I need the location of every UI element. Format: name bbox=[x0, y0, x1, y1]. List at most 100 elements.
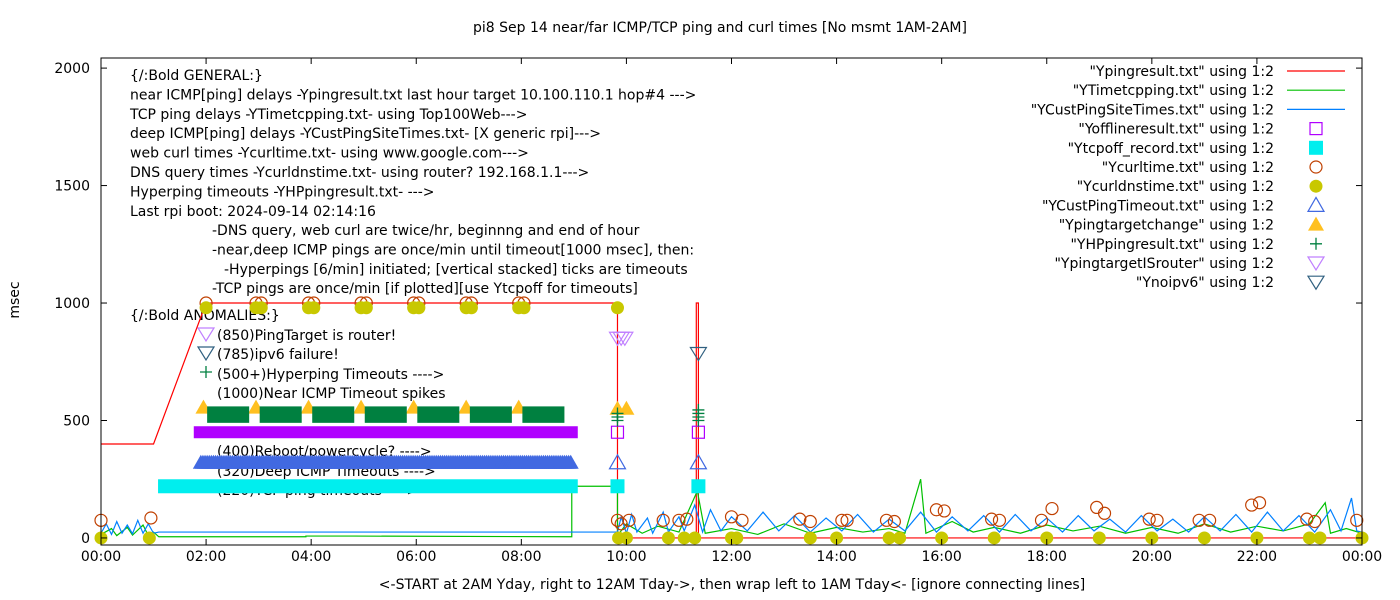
x-tick-label: 18:00 bbox=[1027, 549, 1067, 565]
legend: "Ypingresult.txt" using 1:2 "YTimetcpping… bbox=[1031, 64, 1345, 291]
data-point bbox=[937, 504, 951, 518]
x-tick-label: 22:00 bbox=[1237, 549, 1277, 565]
legend-marker-sample bbox=[1306, 196, 1326, 212]
data-point bbox=[614, 517, 628, 531]
data-point bbox=[412, 301, 426, 315]
x-tick-label: 12:00 bbox=[711, 549, 751, 565]
data-point bbox=[793, 512, 807, 526]
legend-marker-sample bbox=[1309, 179, 1323, 193]
data-point bbox=[672, 513, 686, 527]
data-point bbox=[689, 453, 708, 470]
series-9 bbox=[207, 403, 705, 427]
series-line bbox=[100, 497, 1363, 536]
annotation-general-line: deep ICMP[ping] delays -YCustPingSiteTim… bbox=[130, 126, 601, 142]
data-point bbox=[610, 301, 624, 315]
data-point bbox=[803, 531, 817, 545]
anomaly-key-ipv6-icon bbox=[196, 346, 216, 362]
data-point bbox=[987, 531, 1001, 545]
data-point bbox=[615, 331, 634, 347]
legend-marker-sample bbox=[1308, 216, 1324, 231]
annotation-note-line: -DNS query, web curl are twice/hr, begin… bbox=[212, 223, 640, 239]
data-point bbox=[562, 454, 579, 469]
x-tick-label: 14:00 bbox=[816, 549, 856, 565]
series-10 bbox=[608, 331, 634, 347]
data-point bbox=[735, 513, 749, 527]
legend-label: "YCustPingTimeout.txt" using 1:2 bbox=[1042, 198, 1274, 214]
data-point bbox=[1097, 506, 1112, 520]
data-point bbox=[935, 531, 949, 545]
annotation-general-line: Hyperping timeouts -YHPpingresult.txt- -… bbox=[130, 184, 435, 200]
plot-marks bbox=[94, 296, 1369, 545]
dense-marker-band bbox=[158, 479, 578, 494]
annotation-general-line: TCP ping delays -YTimetcpping.txt- using… bbox=[129, 107, 527, 123]
anomaly-key-router-icon bbox=[196, 327, 216, 343]
x-tick-label: 00:00 bbox=[1342, 549, 1382, 565]
data-point bbox=[1250, 531, 1264, 545]
data-point bbox=[359, 301, 373, 315]
data-point bbox=[610, 479, 625, 494]
x-tick-label: 16:00 bbox=[921, 549, 961, 565]
y-tick-label: 500 bbox=[63, 413, 90, 429]
annotation-anomaly-line: (785)ipv6 failure! bbox=[217, 347, 339, 363]
annotation-general-line: web curl times -Ycurltime.txt- using www… bbox=[130, 146, 529, 162]
series-6 bbox=[94, 301, 1369, 545]
data-point bbox=[1245, 498, 1259, 512]
series-2 bbox=[100, 497, 1363, 536]
legend-label: "Ypingtargetchange" using 1:2 bbox=[1059, 218, 1274, 234]
data-point bbox=[142, 531, 156, 545]
legend-label: "Yofflineresult.txt" using 1:2 bbox=[1078, 122, 1274, 138]
data-point bbox=[887, 514, 901, 529]
legend-label: "Ypingresult.txt" using 1:2 bbox=[1089, 64, 1274, 80]
y-tick-label: 2000 bbox=[54, 61, 90, 77]
x-tick-label: 06:00 bbox=[396, 549, 436, 565]
annotation-general-line: Last rpi boot: 2024-09-14 02:14:16 bbox=[130, 204, 376, 220]
data-point bbox=[1142, 512, 1156, 526]
annotation-general-line: near ICMP[ping] delays -Ypingresult.txt … bbox=[130, 87, 696, 103]
data-point bbox=[1034, 513, 1049, 527]
legend-label: "YHPpingresult.txt" using 1:2 bbox=[1070, 237, 1274, 253]
annotation-anomalies-title: {/:Bold ANOMALIES:} bbox=[130, 308, 280, 324]
data-point bbox=[1192, 513, 1206, 527]
data-point bbox=[1308, 514, 1322, 529]
legend-label: "YpingtargetISrouter" using 1:2 bbox=[1054, 256, 1274, 272]
data-point bbox=[882, 531, 896, 545]
axes: 00:00 02:00 04:00 06:00 08:00 10:00 12:00 14:00… bbox=[54, 57, 1382, 565]
data-point bbox=[840, 513, 854, 527]
data-point bbox=[689, 346, 708, 362]
legend-marker-sample bbox=[1310, 237, 1322, 250]
annotation-anomaly-line: (850)PingTarget is router! bbox=[217, 328, 396, 344]
data-point bbox=[688, 531, 702, 545]
legend-label: "YCustPingSiteTimes.txt" using 1:2 bbox=[1031, 102, 1274, 118]
annotation-note-line: -Hyperpings [6/min] initiated; [vertical… bbox=[224, 262, 688, 278]
data-point bbox=[1300, 512, 1314, 526]
data-point bbox=[622, 513, 636, 527]
data-point bbox=[692, 403, 705, 416]
legend-label: "YTimetcpping.txt" using 1:2 bbox=[1073, 83, 1274, 99]
x-tick-label: 00:00 bbox=[81, 549, 121, 565]
legend-marker-sample bbox=[1306, 256, 1326, 272]
annotations: {/:Bold GENERAL:} near ICMP[ping] delays … bbox=[129, 68, 696, 499]
annotation-general-line: DNS query times -Ycurldnstime.txt- using… bbox=[130, 165, 589, 181]
data-point bbox=[307, 301, 321, 315]
x-tick-label: 04:00 bbox=[291, 549, 331, 565]
legend-marker-sample bbox=[1306, 275, 1326, 291]
data-point bbox=[680, 512, 694, 526]
data-point bbox=[618, 400, 635, 415]
data-point bbox=[1145, 531, 1159, 545]
hyperping-timeout-block bbox=[207, 406, 250, 423]
data-point bbox=[1045, 501, 1059, 516]
y-tick-label: 1500 bbox=[54, 179, 90, 195]
data-point bbox=[1252, 496, 1267, 510]
data-point bbox=[803, 514, 817, 529]
data-point bbox=[619, 531, 633, 545]
data-point bbox=[984, 512, 999, 526]
data-point bbox=[879, 513, 894, 527]
annotation-anomaly-line: (500+)Hyperping Timeouts ----> bbox=[217, 367, 444, 383]
legend-label: "Ycurldnstime.txt" using 1:2 bbox=[1077, 179, 1274, 195]
data-point bbox=[730, 531, 744, 545]
data-point bbox=[254, 301, 268, 315]
series-7 bbox=[192, 453, 708, 470]
data-point bbox=[830, 531, 844, 545]
